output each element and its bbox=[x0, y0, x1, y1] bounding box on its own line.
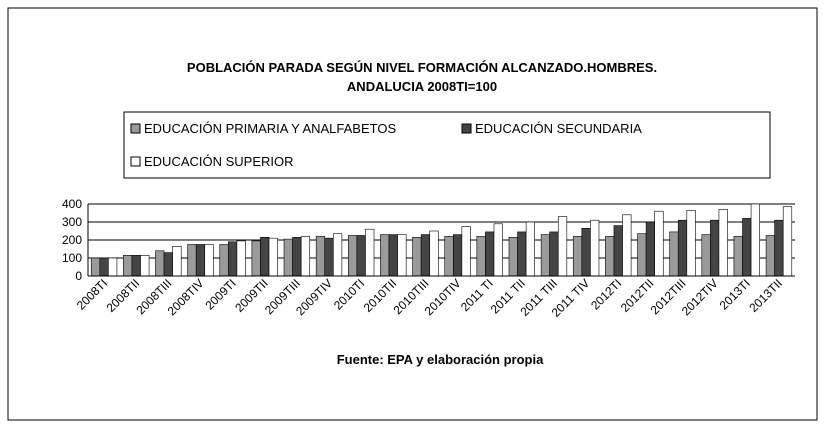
bar bbox=[549, 231, 559, 277]
y-tick-label: 400 bbox=[62, 197, 82, 211]
legend-swatch bbox=[461, 123, 472, 134]
bar bbox=[590, 219, 600, 277]
y-tick-label: 300 bbox=[62, 215, 82, 229]
bar bbox=[195, 244, 206, 277]
bar bbox=[557, 216, 568, 277]
source-note: Fuente: EPA y elaboración propia bbox=[337, 352, 544, 367]
bar bbox=[365, 228, 375, 277]
bar bbox=[782, 206, 793, 277]
bar bbox=[131, 255, 141, 277]
bar bbox=[420, 234, 431, 277]
bar bbox=[388, 234, 398, 277]
bar bbox=[677, 219, 688, 277]
bar bbox=[774, 219, 784, 277]
legend bbox=[123, 111, 771, 179]
bar bbox=[140, 255, 150, 277]
bar bbox=[155, 250, 165, 277]
bar bbox=[444, 236, 454, 277]
y-tick-label: 100 bbox=[62, 251, 82, 265]
bar bbox=[172, 246, 182, 277]
bar bbox=[622, 214, 632, 277]
bar bbox=[236, 240, 246, 277]
bar bbox=[163, 252, 173, 277]
bar bbox=[718, 209, 728, 277]
bar bbox=[701, 234, 711, 277]
legend-label: EDUCACIÓN SUPERIOR bbox=[144, 154, 294, 169]
bar bbox=[219, 244, 229, 277]
bar bbox=[283, 238, 293, 277]
bar bbox=[461, 226, 471, 277]
bar bbox=[108, 257, 118, 277]
bar bbox=[324, 237, 334, 277]
bar bbox=[90, 257, 101, 277]
bar bbox=[540, 234, 550, 277]
bar bbox=[397, 234, 407, 277]
y-tick-label: 200 bbox=[62, 233, 82, 247]
bar bbox=[686, 210, 696, 277]
bar bbox=[581, 228, 591, 277]
bar bbox=[315, 236, 326, 277]
legend-swatch bbox=[130, 156, 141, 167]
bar bbox=[572, 236, 583, 277]
bar bbox=[348, 235, 358, 277]
bar bbox=[765, 235, 775, 277]
bar bbox=[613, 225, 623, 277]
y-tick-label: 0 bbox=[75, 269, 82, 283]
bar bbox=[476, 236, 486, 277]
bar bbox=[412, 237, 422, 277]
bar bbox=[750, 203, 760, 277]
bar bbox=[654, 210, 664, 277]
legend-label: EDUCACIÓN SECUNDARIA bbox=[475, 121, 642, 136]
bar bbox=[204, 244, 214, 277]
bar bbox=[228, 241, 238, 277]
chart-subtitle: ANDALUCIA 2008TI=100 bbox=[347, 79, 497, 94]
bar bbox=[733, 236, 743, 277]
bar bbox=[485, 231, 495, 277]
bar bbox=[645, 221, 655, 277]
chart-title: POBLACIÓN PARADA SEGÚN NIVEL FORMACIÓN A… bbox=[187, 60, 657, 75]
bar bbox=[525, 221, 535, 277]
legend-swatch bbox=[130, 123, 141, 134]
bar bbox=[508, 237, 518, 277]
bar bbox=[187, 244, 197, 277]
bar bbox=[123, 255, 133, 277]
bar bbox=[380, 234, 390, 277]
bar bbox=[493, 223, 503, 277]
bar bbox=[300, 236, 311, 277]
frame bbox=[7, 7, 818, 421]
bar bbox=[260, 237, 270, 277]
bar bbox=[669, 231, 679, 277]
bar bbox=[292, 237, 302, 277]
bar bbox=[268, 237, 278, 277]
bar bbox=[637, 233, 647, 277]
bar bbox=[742, 218, 752, 277]
bar bbox=[356, 235, 366, 277]
bar bbox=[333, 233, 343, 277]
legend-label: EDUCACIÓN PRIMARIA Y ANALFABETOS bbox=[144, 121, 396, 136]
bar bbox=[99, 257, 109, 277]
bar bbox=[710, 219, 720, 277]
bar bbox=[605, 236, 615, 277]
bar bbox=[251, 240, 261, 277]
bar bbox=[429, 230, 439, 277]
bar bbox=[517, 231, 527, 277]
bar bbox=[452, 234, 463, 277]
